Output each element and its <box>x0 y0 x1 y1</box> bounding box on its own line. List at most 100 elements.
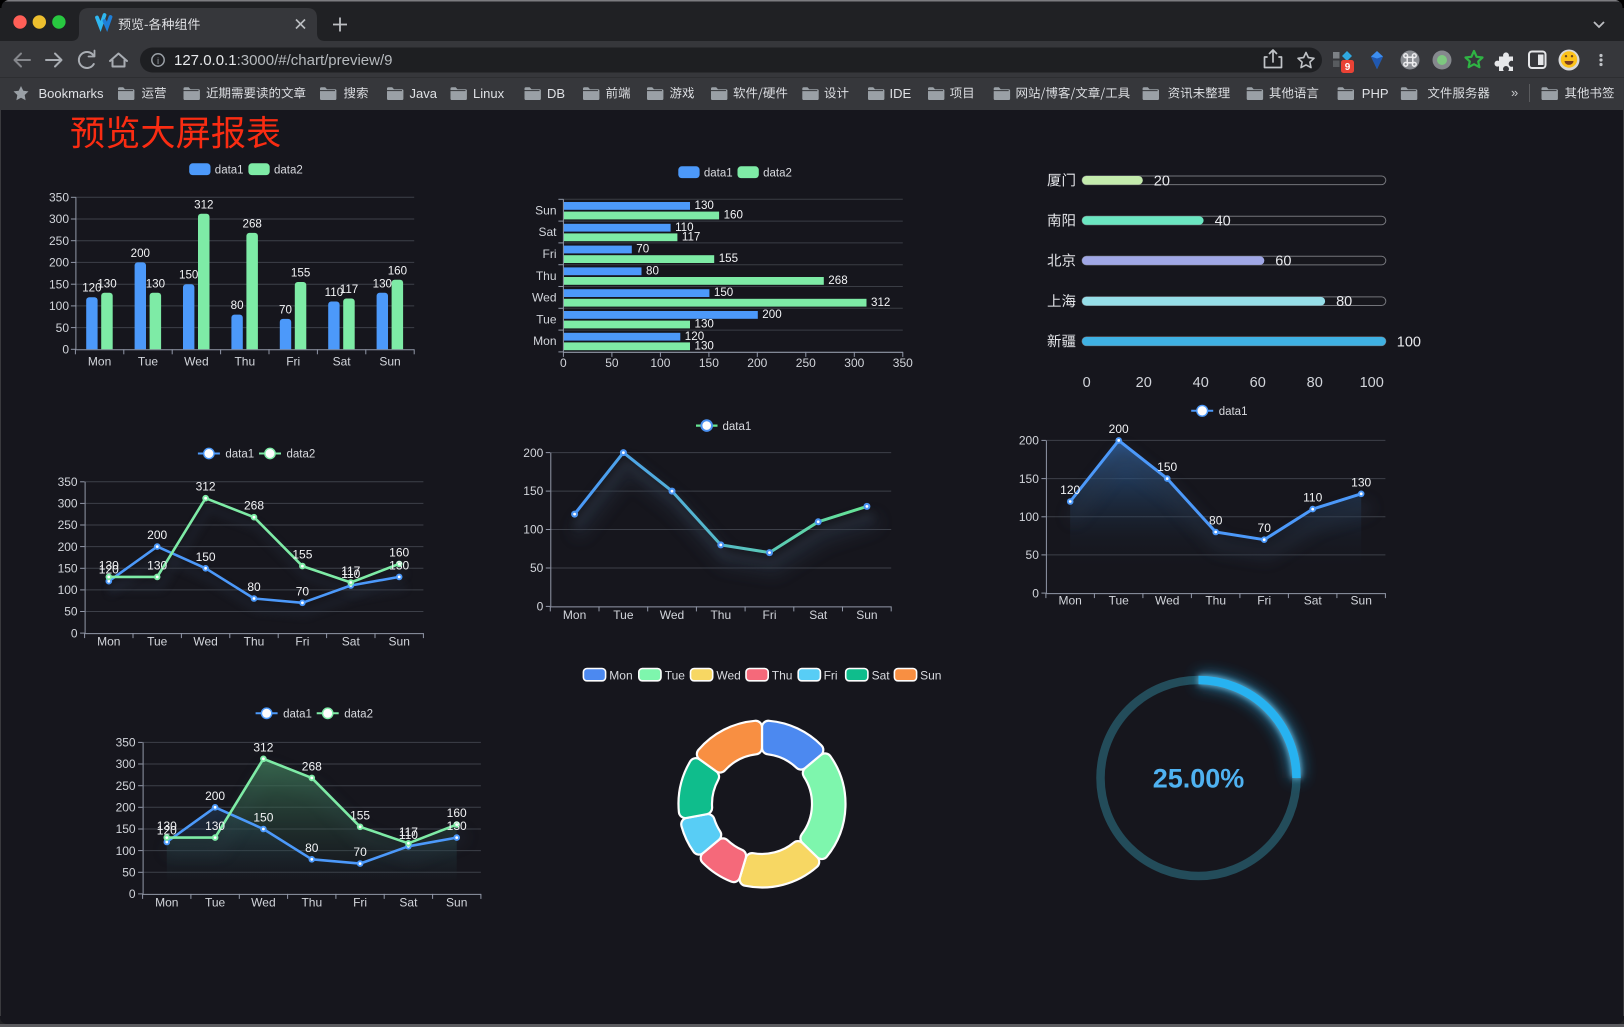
svg-text:Tue: Tue <box>613 608 634 622</box>
svg-text:Sun: Sun <box>379 355 400 369</box>
svg-text:Wed: Wed <box>251 896 275 910</box>
svg-text:155: 155 <box>291 267 310 280</box>
svg-text:0: 0 <box>62 343 69 357</box>
svg-text:data1: data1 <box>723 421 752 433</box>
svg-text:155: 155 <box>292 548 312 562</box>
svg-text:200: 200 <box>747 356 767 370</box>
svg-text:250: 250 <box>49 234 69 248</box>
svg-text:70: 70 <box>1258 521 1272 535</box>
svg-text:Fri: Fri <box>353 896 367 910</box>
svg-text:312: 312 <box>253 740 273 754</box>
svg-text:268: 268 <box>302 759 322 773</box>
svg-text:100: 100 <box>1397 334 1421 350</box>
svg-text:130: 130 <box>99 558 119 572</box>
svg-text:Fri: Fri <box>1257 594 1271 608</box>
svg-text:Thu: Thu <box>772 668 793 682</box>
svg-text:Wed: Wed <box>193 635 217 649</box>
svg-text:160: 160 <box>724 209 743 222</box>
svg-text:120: 120 <box>99 563 119 577</box>
svg-text:Sat: Sat <box>1304 594 1323 608</box>
svg-text:200: 200 <box>58 540 78 554</box>
svg-text:Sat: Sat <box>333 355 352 369</box>
svg-text:data2: data2 <box>344 709 373 721</box>
svg-text:Tue: Tue <box>1109 594 1130 608</box>
svg-text:Java: Java <box>410 86 438 101</box>
svg-text:data2: data2 <box>287 449 316 461</box>
svg-text:PHP: PHP <box>1362 86 1389 101</box>
svg-text:150: 150 <box>179 269 198 282</box>
svg-text:Linux: Linux <box>473 86 505 101</box>
svg-text:60: 60 <box>1275 254 1291 270</box>
svg-text:117: 117 <box>399 825 418 839</box>
svg-text:80: 80 <box>247 580 261 594</box>
svg-text:200: 200 <box>1019 434 1039 448</box>
svg-text:Wed: Wed <box>532 291 556 305</box>
svg-text:250: 250 <box>58 518 78 532</box>
svg-text:Sat: Sat <box>538 225 557 239</box>
svg-text:130: 130 <box>389 558 409 572</box>
svg-text:155: 155 <box>350 808 370 822</box>
svg-text:9: 9 <box>1345 62 1351 73</box>
svg-text:Fri: Fri <box>824 668 838 682</box>
svg-text:data1: data1 <box>1219 406 1248 418</box>
svg-text:Tue: Tue <box>205 896 226 910</box>
svg-text:127.0.0.1:3000/#/chart/preview: 127.0.0.1:3000/#/chart/preview/9 <box>174 52 393 69</box>
svg-text:110: 110 <box>1303 491 1322 505</box>
svg-text:268: 268 <box>243 217 262 230</box>
svg-text:312: 312 <box>196 480 216 494</box>
svg-text:0: 0 <box>129 887 136 901</box>
svg-text:Mon: Mon <box>1059 594 1082 608</box>
svg-text:Thu: Thu <box>244 635 265 649</box>
svg-text:data2: data2 <box>763 167 792 179</box>
svg-text:50: 50 <box>530 561 544 575</box>
svg-text:0: 0 <box>1032 586 1039 600</box>
svg-text:Tue: Tue <box>138 355 159 369</box>
svg-text:130: 130 <box>147 558 167 572</box>
svg-text:Tue: Tue <box>147 635 168 649</box>
svg-text:130: 130 <box>146 277 165 290</box>
svg-text:Wed: Wed <box>1155 594 1179 608</box>
svg-text:Thu: Thu <box>710 608 731 622</box>
svg-text:120: 120 <box>1060 483 1080 497</box>
svg-text:150: 150 <box>58 562 78 576</box>
svg-text:100: 100 <box>49 299 69 313</box>
svg-text:Wed: Wed <box>184 355 208 369</box>
svg-text:data2: data2 <box>274 164 303 176</box>
svg-text:80: 80 <box>305 841 319 855</box>
svg-text:130: 130 <box>97 277 116 290</box>
svg-text:350: 350 <box>893 356 913 370</box>
svg-text:100: 100 <box>650 356 670 370</box>
svg-text:Tue: Tue <box>536 312 557 326</box>
svg-text:Sun: Sun <box>446 896 467 910</box>
svg-text:Sun: Sun <box>920 668 941 682</box>
svg-text:50: 50 <box>56 321 70 335</box>
svg-text:120: 120 <box>82 282 101 295</box>
svg-text:Mon: Mon <box>88 355 111 369</box>
svg-text:150: 150 <box>116 822 136 836</box>
svg-text:160: 160 <box>389 545 409 559</box>
svg-text:130: 130 <box>373 277 392 290</box>
svg-text:Sat: Sat <box>342 635 361 649</box>
svg-text:25.00%: 25.00% <box>1153 764 1245 794</box>
svg-text:Sat: Sat <box>399 896 418 910</box>
svg-text:350: 350 <box>49 191 69 205</box>
svg-text:250: 250 <box>796 356 816 370</box>
svg-text:50: 50 <box>1026 548 1040 562</box>
svg-text:0: 0 <box>1083 375 1091 391</box>
svg-text:150: 150 <box>253 811 273 825</box>
svg-text:Tue: Tue <box>665 668 686 682</box>
svg-text:Bookmarks: Bookmarks <box>39 86 105 101</box>
svg-text:Sat: Sat <box>872 668 891 682</box>
svg-text:155: 155 <box>719 252 738 265</box>
svg-text:70: 70 <box>353 845 367 859</box>
svg-text:70: 70 <box>296 584 310 598</box>
svg-text:200: 200 <box>49 256 69 270</box>
svg-text:120: 120 <box>685 330 704 343</box>
svg-text:160: 160 <box>447 806 467 820</box>
svg-text:Sun: Sun <box>535 203 556 217</box>
svg-text:110: 110 <box>325 286 343 299</box>
svg-text:50: 50 <box>605 356 619 370</box>
svg-text:Sun: Sun <box>1351 594 1372 608</box>
svg-text:Fri: Fri <box>286 355 300 369</box>
svg-text:312: 312 <box>194 198 213 211</box>
